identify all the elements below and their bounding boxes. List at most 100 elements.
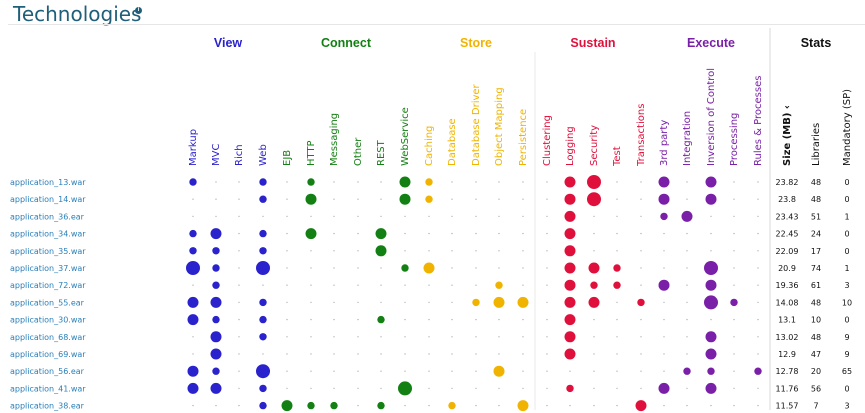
tech-dot[interactable] [564,193,576,205]
column-header-integration[interactable]: Integration [682,111,693,166]
tech-dot[interactable] [704,295,718,310]
tech-dot[interactable] [637,298,645,307]
tech-dot[interactable] [730,298,738,307]
tech-dot[interactable] [399,176,411,188]
tech-dot[interactable] [566,384,574,393]
tech-dot[interactable] [210,348,222,360]
tech-dot[interactable] [564,245,576,257]
application-link[interactable]: application_55.ear [10,298,85,307]
tech-dot[interactable] [186,261,200,275]
tech-dot[interactable] [588,296,600,308]
column-header-caching[interactable]: Caching [424,126,435,166]
application-link[interactable]: application_38.ear [10,402,85,411]
column-header-database[interactable]: Database [447,118,458,166]
column-header-messaging[interactable]: Messaging [329,113,340,166]
application-link[interactable]: application_13.war [10,178,86,187]
tech-dot[interactable] [189,229,197,238]
tech-dot[interactable] [377,315,385,324]
tech-dot[interactable] [658,193,670,205]
tech-dot[interactable] [187,382,199,394]
tech-dot[interactable] [212,281,220,289]
tech-dot[interactable] [564,314,576,326]
tech-dot[interactable] [472,298,480,307]
column-header-other[interactable]: Other [353,137,364,166]
tech-dot[interactable] [375,228,387,240]
tech-dot[interactable] [493,365,505,377]
application-link[interactable]: application_72.war [10,281,86,290]
application-link[interactable]: application_35.war [10,247,86,256]
tech-dot[interactable] [681,210,693,222]
tech-dot[interactable] [377,401,385,410]
tech-dot[interactable] [660,212,668,221]
tech-dot[interactable] [210,382,222,394]
column-header-rest[interactable]: REST [376,139,387,166]
tech-dot[interactable] [259,229,267,238]
tech-dot[interactable] [187,365,199,377]
tech-dot[interactable] [613,264,621,272]
tech-dot[interactable] [259,315,267,324]
tech-dot[interactable] [564,228,576,240]
tech-dot[interactable] [423,262,435,274]
column-header-logging[interactable]: Logging [565,126,576,166]
tech-dot[interactable] [187,296,199,308]
tech-dot[interactable] [707,367,715,375]
column-header-ejb[interactable]: EJB [282,150,293,166]
tech-dot[interactable] [613,281,621,289]
tech-dot[interactable] [705,331,717,343]
tech-dot[interactable] [399,193,411,205]
tech-dot[interactable] [683,367,691,375]
tech-dot[interactable] [259,401,267,410]
tech-dot[interactable] [305,193,317,205]
column-header-database-driver[interactable]: Database Driver [471,83,482,166]
application-link[interactable]: application_41.war [10,384,86,393]
tech-dot[interactable] [517,296,529,308]
column-header-test[interactable]: Test [612,146,623,167]
tech-dot[interactable] [635,400,647,412]
tech-dot[interactable] [705,279,717,291]
column-header-markup[interactable]: Markup [188,129,199,166]
column-header-security[interactable]: Security [589,125,600,166]
application-link[interactable]: application_68.war [10,333,86,342]
tech-dot[interactable] [212,264,220,272]
tech-dot[interactable] [564,210,576,222]
tech-dot[interactable] [256,261,270,275]
tech-dot[interactable] [307,178,315,186]
tech-dot[interactable] [212,247,220,255]
tech-dot[interactable] [564,262,576,274]
tech-dot[interactable] [705,193,717,205]
tech-dot[interactable] [259,384,267,393]
tech-dot[interactable] [259,195,267,203]
tech-dot[interactable] [189,178,197,186]
tech-dot[interactable] [259,333,267,341]
column-header-processing[interactable]: Processing [729,113,740,166]
tech-dot[interactable] [564,279,576,291]
tech-dot[interactable] [493,296,505,308]
tech-dot[interactable] [210,228,222,240]
tech-dot[interactable] [658,176,670,188]
tech-dot[interactable] [256,364,270,379]
tech-dot[interactable] [705,348,717,360]
column-header-mvc[interactable]: MVC [211,144,222,166]
tech-dot[interactable] [305,228,317,240]
tech-dot[interactable] [588,262,600,274]
tech-dot[interactable] [705,176,717,188]
stats-header-1[interactable]: Libraries [811,123,822,166]
tech-dot[interactable] [398,381,412,396]
tech-dot[interactable] [754,367,762,375]
column-header-rich[interactable]: Rich [234,144,245,166]
column-header-clustering[interactable]: Clustering [542,115,553,166]
tech-dot[interactable] [704,261,718,275]
info-icon[interactable]: i [135,7,142,14]
application-link[interactable]: application_56.ear [10,367,85,376]
tech-dot[interactable] [517,400,529,412]
column-header-3rd-party[interactable]: 3rd party [659,120,670,166]
tech-dot[interactable] [189,247,197,255]
application-link[interactable]: application_37.war [10,264,86,273]
column-header-persistence[interactable]: Persistence [518,109,529,166]
tech-dot[interactable] [210,331,222,343]
tech-dot[interactable] [658,382,670,394]
tech-dot[interactable] [212,367,220,375]
tech-dot[interactable] [705,382,717,394]
tech-dot[interactable] [564,331,576,343]
tech-dot[interactable] [564,348,576,360]
